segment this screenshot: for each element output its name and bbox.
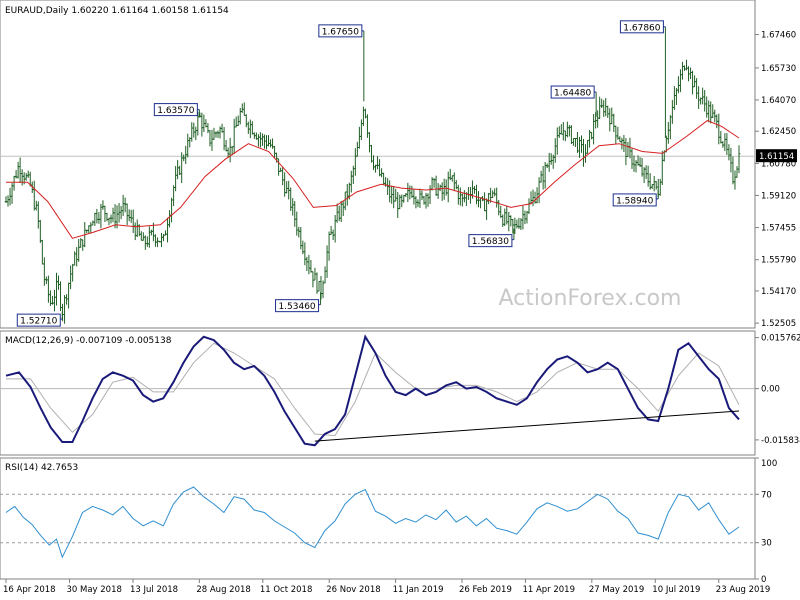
price-tick-label: 1.57455 [761, 224, 796, 234]
rsi-tick-label: 100 [761, 459, 777, 469]
annotation-label: 1.53460 [278, 302, 315, 312]
price-header: EURAUD,Daily 1.60220 1.61164 1.60158 1.6… [5, 6, 229, 16]
moving-average-line [6, 120, 740, 239]
annotation-label: 1.67860 [623, 23, 660, 33]
date-tick-label: 11 Jan 2019 [393, 585, 444, 595]
rsi-line [5, 486, 740, 559]
price-tick-label: 1.62450 [761, 127, 796, 137]
current-price-badge: 1.61154 [756, 149, 797, 163]
macd-trendline [314, 410, 740, 442]
price-tick-label: 1.65730 [761, 64, 796, 74]
annotation-label: 1.56830 [472, 237, 509, 247]
rsi-y-axis: 100 70 30 0 [755, 457, 777, 585]
watermark: ActionForex.com [499, 286, 682, 311]
candle [737, 145, 741, 174]
price-annotation: 1.52710 [16, 313, 63, 327]
price-annotation: 1.67860 [619, 20, 666, 33]
price-annotation: 1.53460 [275, 299, 321, 313]
annotation-label: 1.67650 [322, 27, 359, 37]
price-annotation: 1.67650 [318, 24, 364, 38]
price-tick-label: 1.59120 [761, 191, 796, 201]
current-price-label: 1.61154 [759, 152, 794, 162]
price-annotation: 1.56830 [468, 234, 514, 248]
price-annotation: 1.63570 [153, 103, 200, 117]
date-axis: 16 Apr 2018 30 May 2018 13 Jul 2018 28 Aug … [3, 579, 770, 595]
date-tick-label: 11 Oct 2018 [260, 585, 313, 595]
date-tick-label: 23 Aug 2019 [716, 585, 770, 595]
annotation-box [468, 234, 513, 248]
macd-tick-label: 0.015762 [761, 334, 800, 344]
date-tick-label: 16 Apr 2018 [3, 585, 56, 595]
annotation-box [16, 313, 61, 327]
price-y-axis: 1.67460 1.65730 1.64070 1.62450 1.60780 1.591… [755, 31, 796, 329]
price-annotation: 1.58940 [612, 193, 659, 207]
date-tick-label: 30 May 2018 [66, 585, 121, 595]
date-tick-label: 11 Apr 2019 [522, 585, 575, 595]
price-tick-label: 1.67460 [761, 31, 796, 41]
price-tick-label: 1.55790 [761, 256, 796, 266]
annotation-box [275, 299, 320, 313]
date-tick-label: 10 Jul 2019 [652, 585, 700, 595]
price-tick-label: 1.54170 [761, 287, 796, 297]
rsi-panel: RSI(14) 42.7653 100 70 30 0 [0, 457, 777, 585]
annotation-label: 1.58940 [616, 196, 653, 206]
macd-tick-label: 0.00 [761, 385, 780, 395]
date-tick-label: 28 Aug 2018 [196, 585, 250, 595]
price-tick-label: 1.64070 [761, 96, 796, 106]
price-annotations: 1.52710 1.63570 1.53460 1.67650 1.64480 1.568… [16, 20, 666, 327]
macd-title: MACD(12,26,9) -0.007109 -0.005138 [5, 336, 172, 346]
date-tick-label: 27 May 2019 [589, 585, 644, 595]
macd-panel: MACD(12,26,9) -0.007109 -0.005138 0.0157… [0, 330, 800, 456]
macd-y-axis: 0.015762 0.00 -0.015834 [755, 334, 800, 446]
price-panel: ActionForex.com 1.52710 1.63570 1.53460 1.6… [0, 0, 797, 329]
rsi-title: RSI(14) 42.7653 [5, 463, 78, 473]
price-tick-label: 1.52505 [761, 319, 796, 329]
rsi-tick-label: 0 [761, 575, 766, 585]
rsi-tick-label: 30 [761, 539, 772, 549]
date-tick-label: 26 Feb 2019 [459, 585, 512, 595]
macd-line [5, 334, 740, 447]
date-tick-label: 13 Jul 2018 [130, 585, 178, 595]
rsi-tick-label: 70 [761, 490, 772, 500]
price-annotation: 1.64480 [550, 85, 597, 99]
annotation-label: 1.64480 [554, 89, 591, 99]
date-tick-label: 26 Nov 2018 [326, 585, 380, 595]
annotation-label: 1.63570 [157, 106, 194, 116]
annotation-box [612, 193, 657, 207]
annotation-label: 1.52710 [20, 317, 57, 327]
price-candles [4, 26, 741, 324]
price-tick-label: 1.60780 [761, 159, 796, 169]
macd-tick-label: -0.015834 [761, 436, 800, 446]
